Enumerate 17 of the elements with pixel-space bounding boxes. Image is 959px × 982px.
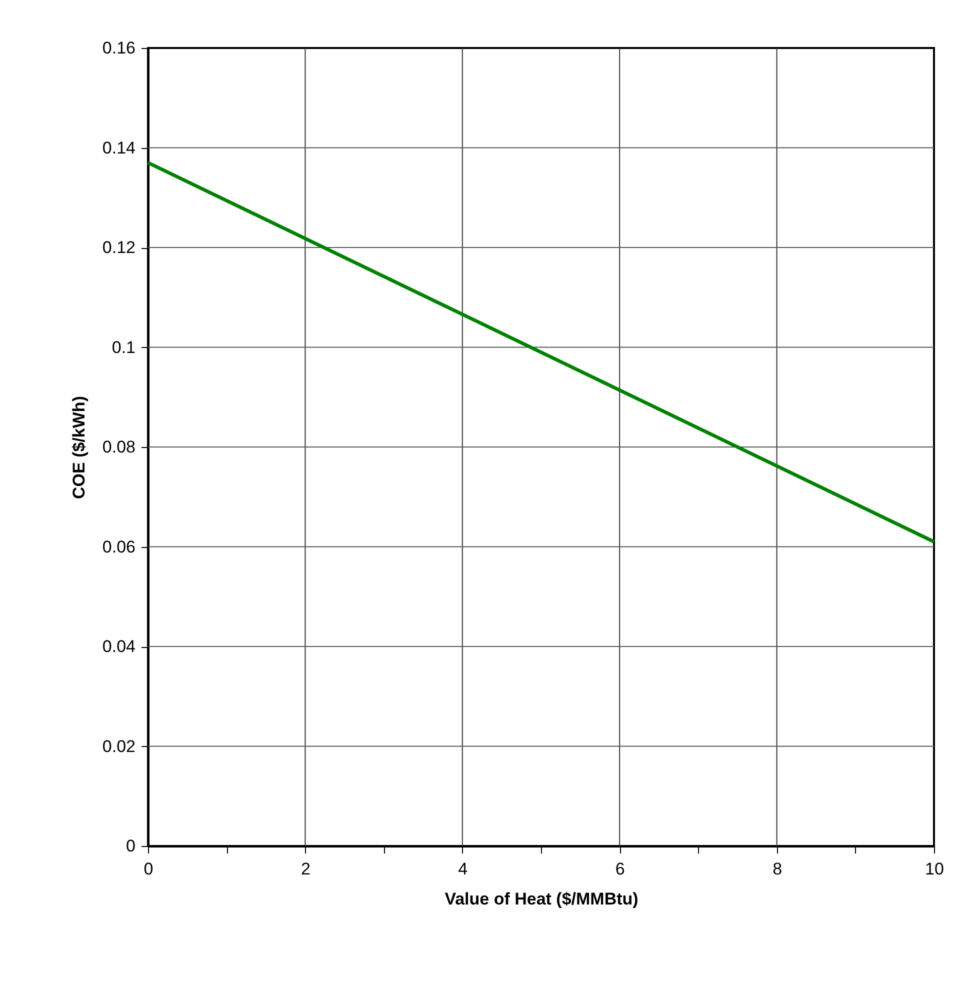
y-tick-label: 0.08 — [102, 438, 136, 456]
y-tick-label: 0.1 — [112, 338, 136, 357]
y-tick-label: 0 — [126, 836, 136, 856]
y-axis-title: COE ($/kWh) — [69, 396, 88, 499]
x-axis-title: Value of Heat ($/MMBtu) — [444, 890, 638, 908]
y-tick-label: 0.06 — [102, 537, 136, 556]
x-tick-label: 10 — [925, 860, 944, 878]
x-tick-label: 4 — [458, 860, 468, 878]
y-tick-label: 0.16 — [102, 38, 136, 58]
x-tick-label: 8 — [772, 860, 782, 878]
y-tick-label: 0.02 — [102, 736, 136, 756]
x-tick-label: 0 — [144, 860, 154, 878]
y-tick-label: 0.12 — [102, 238, 136, 257]
y-tick-label: 0.14 — [102, 138, 136, 158]
x-tick-label: 2 — [300, 860, 310, 878]
y-tick-label: 0.04 — [102, 637, 136, 656]
x-tick-label: 6 — [615, 860, 625, 878]
